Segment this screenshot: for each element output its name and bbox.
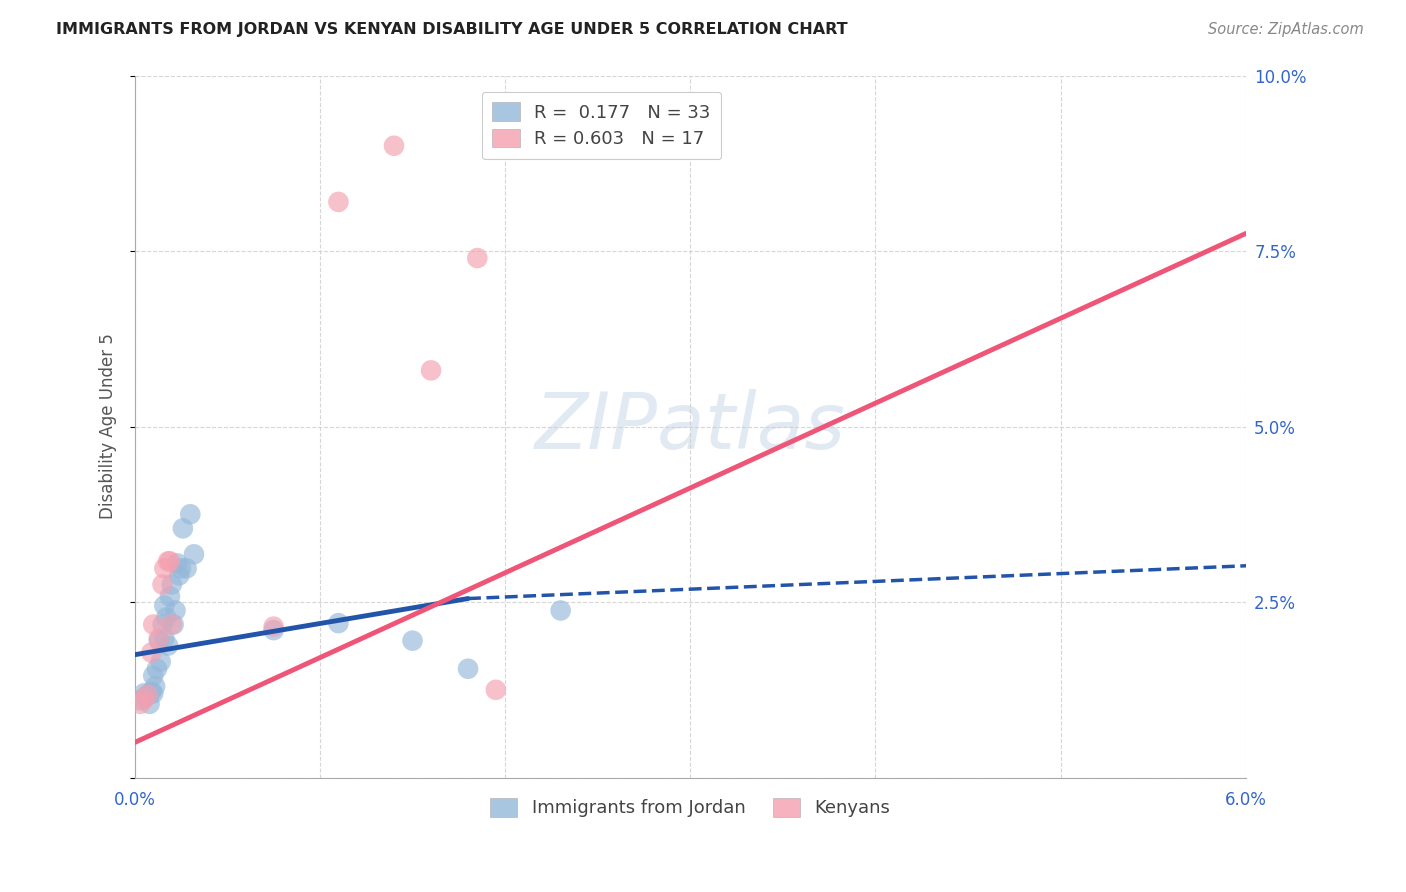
Point xyxy=(165,603,187,617)
Point xyxy=(143,679,166,693)
Legend: Immigrants from Jordan, Kenyans: Immigrants from Jordan, Kenyans xyxy=(484,791,897,825)
Point xyxy=(160,577,183,591)
Point xyxy=(159,590,181,604)
Point xyxy=(176,561,198,575)
Point xyxy=(166,557,188,571)
Point xyxy=(132,692,155,706)
Point xyxy=(153,599,176,613)
Y-axis label: Disability Age Under 5: Disability Age Under 5 xyxy=(100,334,117,519)
Point xyxy=(170,561,193,575)
Point xyxy=(263,623,285,637)
Point xyxy=(465,251,488,265)
Point xyxy=(136,688,159,702)
Point xyxy=(485,682,508,697)
Point xyxy=(142,669,165,683)
Point xyxy=(160,617,183,632)
Point xyxy=(420,363,443,377)
Point xyxy=(179,508,201,522)
Point xyxy=(152,617,174,632)
Point xyxy=(129,697,152,711)
Point xyxy=(401,633,423,648)
Point xyxy=(149,655,172,669)
Point xyxy=(162,617,184,632)
Text: ZIPatlas: ZIPatlas xyxy=(534,389,846,465)
Point xyxy=(152,577,174,591)
Point xyxy=(135,690,157,704)
Point xyxy=(263,619,285,633)
Point xyxy=(157,639,180,653)
Point xyxy=(155,610,177,624)
Point xyxy=(382,138,405,153)
Text: IMMIGRANTS FROM JORDAN VS KENYAN DISABILITY AGE UNDER 5 CORRELATION CHART: IMMIGRANTS FROM JORDAN VS KENYAN DISABIL… xyxy=(56,22,848,37)
Text: Source: ZipAtlas.com: Source: ZipAtlas.com xyxy=(1208,22,1364,37)
Point xyxy=(457,662,479,676)
Point xyxy=(132,686,155,700)
Point xyxy=(136,688,159,702)
Point xyxy=(148,632,170,646)
Point xyxy=(328,616,350,631)
Point xyxy=(328,194,350,209)
Point xyxy=(159,554,181,568)
Point xyxy=(153,561,176,575)
Point xyxy=(142,617,165,632)
Point xyxy=(183,547,205,561)
Point xyxy=(148,633,170,648)
Point xyxy=(153,632,176,646)
Point xyxy=(142,686,165,700)
Point xyxy=(141,646,163,660)
Point xyxy=(146,662,169,676)
Point xyxy=(167,568,190,582)
Point xyxy=(172,521,194,535)
Point xyxy=(141,685,163,699)
Point xyxy=(550,603,572,617)
Point xyxy=(157,554,180,568)
Point xyxy=(129,693,152,707)
Point xyxy=(138,697,160,711)
